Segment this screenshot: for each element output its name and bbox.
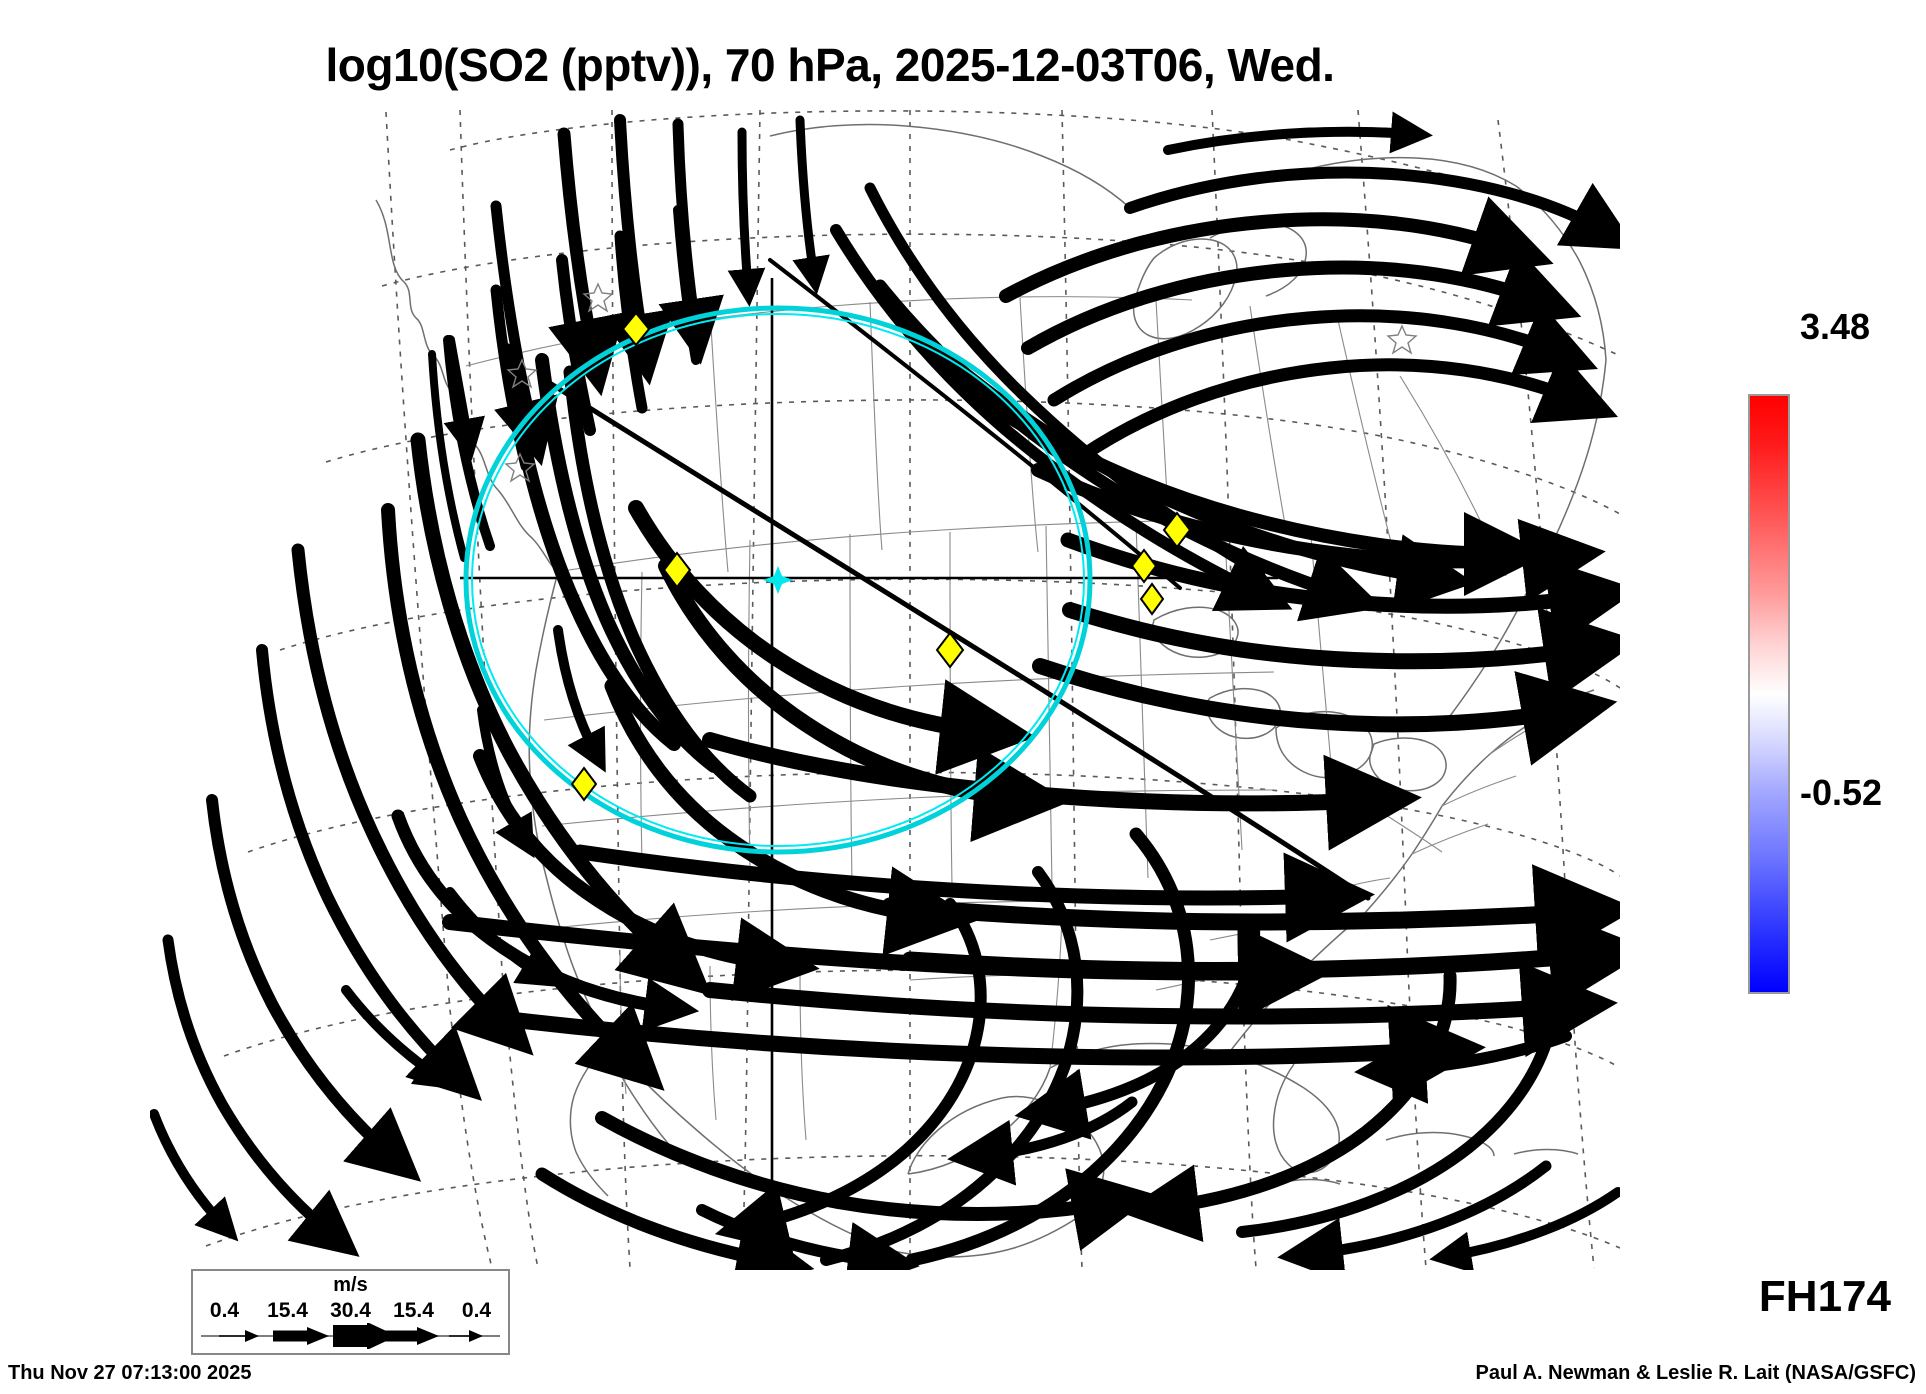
capital-star-markers <box>504 282 1418 483</box>
colorbar-max-label: 3.48 <box>1800 306 1871 347</box>
station-marker <box>621 311 651 347</box>
station-marker <box>662 551 692 589</box>
center-star-marker <box>763 566 793 594</box>
streamlines <box>150 111 1620 1270</box>
wind-legend-units: m/s <box>333 1274 368 1296</box>
colorbar-min-label: -0.52 <box>1800 772 1883 813</box>
station-marker <box>570 766 598 802</box>
station-marker <box>935 631 965 669</box>
wind-legend-tick: 15.4 <box>267 1299 308 1322</box>
wind-legend-tick: 0.4 <box>209 1299 240 1322</box>
overlay-circle <box>463 305 1093 855</box>
map-panel[interactable] <box>150 110 1620 1270</box>
station-marker <box>1162 511 1192 549</box>
station-markers[interactable] <box>570 311 1192 802</box>
author-credit: Paul A. Newman & Leslie R. Lait (NASA/GS… <box>1475 1362 1916 1384</box>
wind-legend-tick: 0.4 <box>461 1299 492 1322</box>
generation-timestamp: Thu Nov 27 07:13:00 2025 <box>8 1362 252 1384</box>
wind-legend-tick: 15.4 <box>393 1299 434 1322</box>
forecast-hour-label: FH174 <box>1758 1272 1891 1321</box>
wind-legend-ticks: 0.4 15.4 30.4 15.4 0.4 <box>193 1299 508 1323</box>
wind-legend-tick: 30.4 <box>330 1299 371 1322</box>
station-marker <box>1139 582 1165 616</box>
overlay-circle-inner-highlight <box>471 313 1085 847</box>
station-marker <box>1130 548 1158 584</box>
wind-speed-legend: m/s 0.4 15.4 30.4 15.4 0.4 <box>191 1269 510 1355</box>
wind-legend-arrows <box>201 1323 500 1349</box>
page-title: log10(SO2 (pptv)), 70 hPa, 2025-12-03T06… <box>325 39 1335 91</box>
colorbar <box>1748 394 1790 994</box>
